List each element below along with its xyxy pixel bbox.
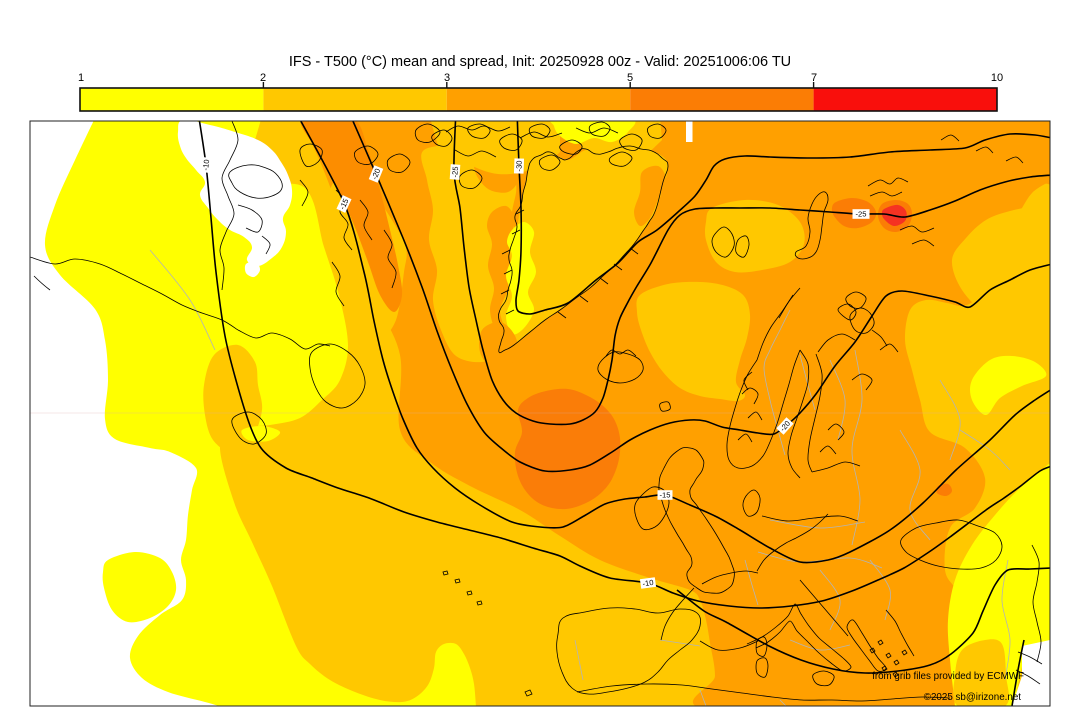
svg-text:-10: -10 — [201, 159, 211, 171]
svg-text:10: 10 — [991, 72, 1003, 84]
svg-text:-10: -10 — [642, 578, 654, 588]
svg-text:-30: -30 — [514, 160, 523, 171]
svg-text:7: 7 — [811, 72, 817, 84]
svg-text:©2025 sb@irizone.net: ©2025 sb@irizone.net — [924, 692, 1022, 703]
svg-text:-15: -15 — [660, 491, 671, 500]
svg-text:-25: -25 — [450, 166, 460, 178]
svg-text:IFS - T500 (°C) mean and sprea: IFS - T500 (°C) mean and spread, Init: 2… — [289, 54, 791, 70]
svg-text:-15: -15 — [338, 197, 351, 211]
svg-text:3: 3 — [444, 72, 450, 84]
svg-text:from grib files provided by EC: from grib files provided by ECMWF — [872, 671, 1024, 682]
svg-text:5: 5 — [627, 72, 633, 84]
svg-text:1: 1 — [78, 72, 84, 84]
svg-text:2: 2 — [260, 72, 266, 84]
svg-text:-25: -25 — [856, 210, 867, 219]
svg-text:-20: -20 — [370, 167, 382, 181]
